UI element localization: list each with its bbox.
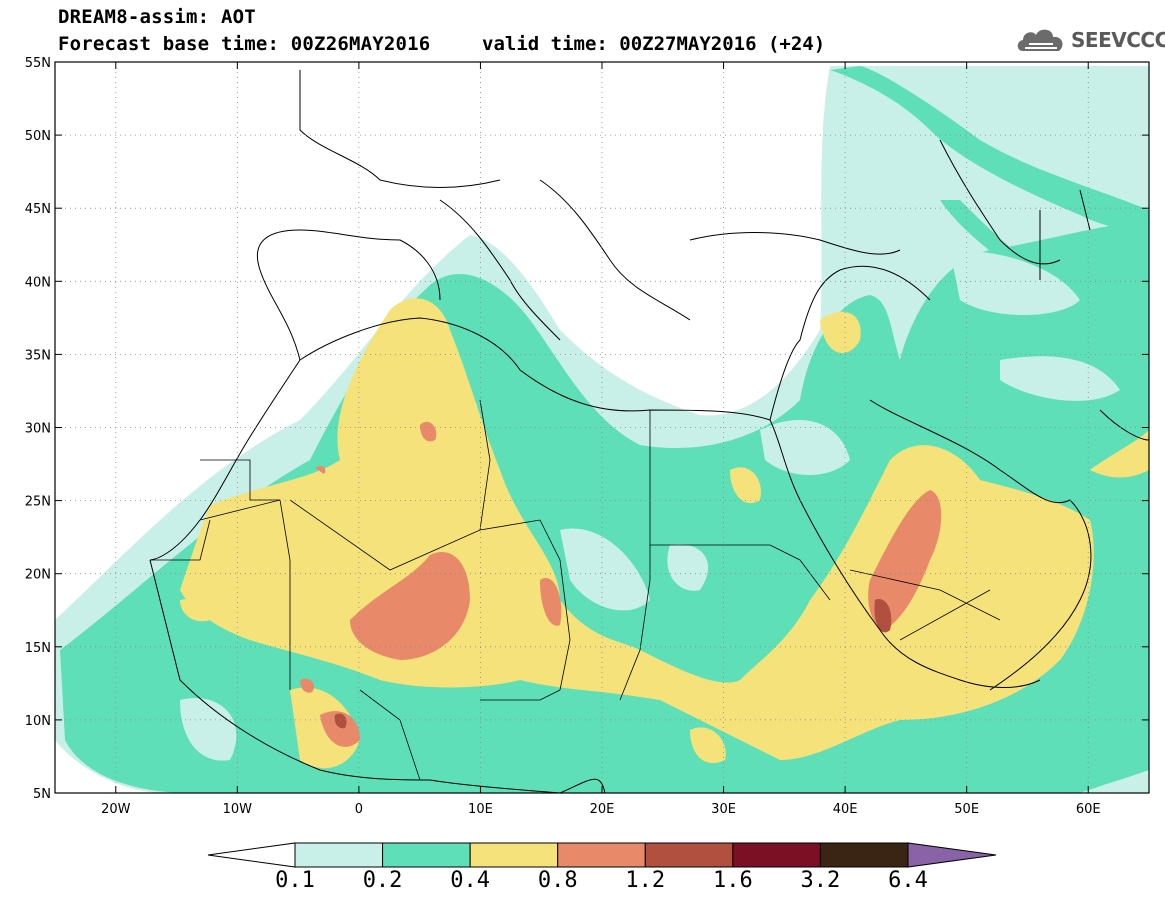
colorbar-swatch	[732, 842, 821, 868]
lat-label: 45N	[25, 202, 51, 217]
aot-1.2-field	[334, 599, 892, 729]
lat-label: 30N	[25, 422, 51, 437]
colorbar-low-arrow	[207, 842, 296, 868]
lat-label: 50N	[25, 129, 51, 144]
lat-label: 35N	[25, 348, 51, 363]
colorbar-label: 3.2	[800, 868, 841, 893]
lat-label: 40N	[25, 275, 51, 290]
colorbar-high-arrow	[907, 842, 997, 868]
colorbar-label: 0.4	[450, 868, 491, 893]
lat-label: 5N	[33, 787, 51, 802]
lat-label: 20N	[25, 568, 51, 583]
lat-label: 15N	[25, 641, 51, 656]
colorbar-label: 6.4	[888, 868, 928, 893]
lon-axis: 20W 10W 0 10E 20E 30E 40E 50E 60E	[101, 62, 1101, 817]
colorbar-swatch	[819, 842, 909, 868]
seevccc-logo: SEEVCCC	[1015, 24, 1165, 56]
lon-label: 60E	[1076, 802, 1101, 817]
colorbar-label: 0.2	[362, 868, 403, 893]
colorbar-label: 1.2	[625, 868, 666, 893]
lon-label: 40E	[833, 802, 858, 817]
lon-label: 20E	[590, 802, 615, 817]
lon-label: 10E	[468, 802, 493, 817]
lon-label: 0	[355, 802, 363, 817]
lon-label: 50E	[954, 802, 979, 817]
lat-label: 55N	[25, 56, 51, 71]
colorbar-swatch	[294, 842, 384, 868]
map-title: DREAM8-assim: AOT	[58, 6, 256, 28]
colorbar-swatch	[557, 842, 646, 868]
colorbar-label: 0.8	[537, 868, 578, 893]
colorbar	[207, 842, 997, 868]
valid-time: valid time: 00Z27MAY2016 (+24)	[482, 33, 826, 55]
colorbar-swatch	[644, 842, 734, 868]
colorbar-label: 0.1	[275, 868, 315, 893]
lat-label: 25N	[25, 495, 51, 510]
lon-label: 30E	[711, 802, 736, 817]
logo-text: SEEVCCC	[1071, 28, 1165, 52]
colorbar-swatch	[382, 842, 471, 868]
forecast-base-time: Forecast base time: 00Z26MAY2016	[58, 33, 431, 55]
lat-axis: 55N 50N 45N 40N 35N 30N 25N 20N 15N 10N 5N	[25, 56, 1149, 802]
colorbar-swatch	[469, 842, 559, 868]
country-borders	[150, 399, 1001, 781]
colorbar-label: 1.6	[712, 868, 753, 893]
lon-label: 10W	[223, 802, 253, 817]
graticule	[55, 62, 1149, 793]
coastlines	[149, 70, 1149, 793]
lat-label: 10N	[25, 714, 51, 729]
cloud-icon	[1017, 29, 1063, 51]
lon-label: 20W	[101, 802, 131, 817]
